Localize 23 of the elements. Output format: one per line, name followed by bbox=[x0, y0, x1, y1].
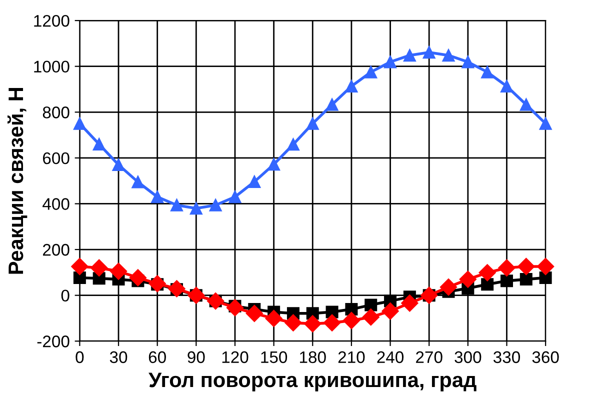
x-tick-label: 210 bbox=[338, 351, 365, 364]
y-tick-label: 1200 bbox=[34, 14, 70, 27]
x-tick-label: 0 bbox=[76, 351, 84, 364]
y-tick-label: 400 bbox=[42, 198, 70, 210]
y-tick-label: 800 bbox=[42, 106, 70, 118]
x-tick-label: 360 bbox=[532, 351, 559, 364]
x-tick-label: 120 bbox=[222, 351, 248, 364]
x-tick-label: 270 bbox=[416, 351, 442, 364]
x-tick-label: 60 bbox=[148, 351, 166, 364]
x-tick-label: 30 bbox=[110, 351, 128, 364]
y-tick-label: -200 bbox=[37, 336, 70, 348]
x-tick-label: 330 bbox=[493, 351, 520, 364]
x-tick-label: 300 bbox=[454, 351, 482, 364]
y-tick-label: 600 bbox=[43, 152, 70, 164]
x-tick-label: 90 bbox=[188, 351, 205, 364]
x-axis-title: Угол поворота кривошипа, град bbox=[148, 372, 476, 392]
x-tick-label: 150 bbox=[261, 351, 288, 364]
y-tick-label: 200 bbox=[43, 244, 70, 256]
y-tick-label: 0 bbox=[61, 290, 70, 302]
y-tick-label: 1000 bbox=[34, 60, 70, 73]
x-tick-label: 180 bbox=[300, 351, 326, 364]
y-axis-title: Реакции связей, Н bbox=[8, 88, 28, 274]
x-tick-label: 240 bbox=[377, 351, 404, 364]
